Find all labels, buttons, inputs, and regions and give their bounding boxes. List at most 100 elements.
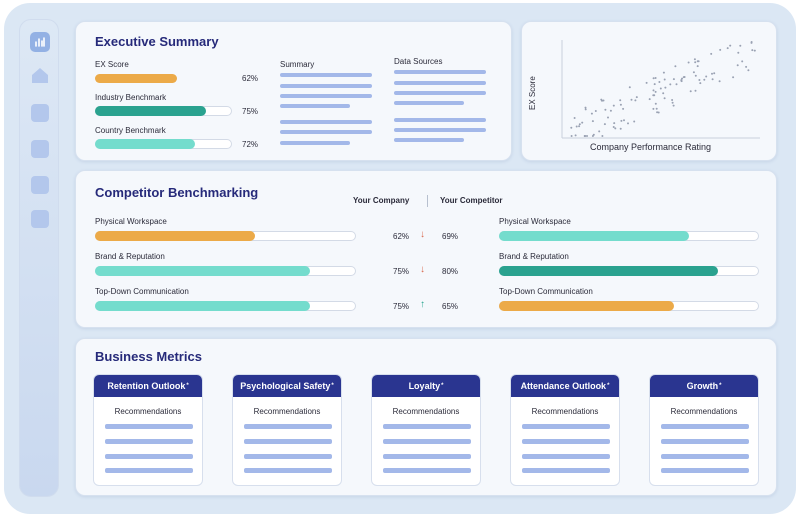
scatter-point (699, 82, 702, 85)
scatter-point (697, 60, 700, 63)
home-icon[interactable] (30, 66, 50, 89)
nav-item-4-icon[interactable] (31, 210, 49, 228)
nav-item-2-icon[interactable] (31, 140, 49, 158)
scatter-point (692, 71, 695, 74)
competitor-row-label: Top-Down Communication (499, 287, 593, 296)
text-placeholder (394, 91, 486, 95)
summary-label: Summary (280, 60, 315, 69)
text-placeholder (105, 439, 193, 444)
scatter-point (570, 135, 573, 137)
trend-down-icon: ↓ (420, 229, 425, 240)
text-placeholder (244, 424, 332, 429)
scatter-point (630, 98, 633, 101)
scatter-point (751, 49, 754, 52)
scatter-point (584, 108, 587, 111)
scatter-point (710, 52, 713, 55)
scatter-point (600, 98, 603, 101)
scatter-point (747, 69, 750, 72)
company-value: 75% (393, 302, 410, 311)
scatter-point (609, 109, 612, 112)
card-title: Growth * (650, 375, 758, 397)
metric-card-attendance[interactable]: Attendance Outlook * Recommendations (510, 374, 620, 486)
scatter-point (598, 130, 601, 133)
text-placeholder (394, 138, 464, 142)
text-placeholder (394, 81, 486, 85)
scatter-point (652, 77, 655, 80)
scatter-point (586, 135, 588, 137)
nav-item-3-icon[interactable] (31, 176, 49, 194)
metric-value: 72% (242, 140, 259, 149)
scatter-panel: EX Score Company Performance Rating (521, 21, 777, 161)
metric-label: Country Benchmark (95, 126, 166, 135)
business-metrics-panel: Business Metrics Retention Outlook * Reco… (75, 338, 777, 496)
scatter-point (652, 89, 655, 92)
scatter-point (584, 106, 587, 109)
text-placeholder (280, 120, 372, 124)
metric-card-loyalty[interactable]: Loyalty * Recommendations (371, 374, 481, 486)
scatter-point (620, 119, 623, 122)
scatter-point (607, 116, 609, 119)
scatter-plot (561, 40, 760, 139)
text-placeholder (394, 128, 486, 132)
competitor-value: 69% (442, 232, 459, 241)
scatter-point (591, 120, 594, 123)
scatter-point (654, 102, 657, 105)
scatter-point (613, 122, 616, 125)
company-value: 75% (393, 267, 410, 276)
scatter-point (570, 126, 573, 129)
company-row-label: Top-Down Communication (95, 287, 189, 296)
scatter-point (574, 134, 577, 137)
scatter-point (654, 77, 657, 79)
scatter-point (713, 72, 716, 75)
text-placeholder (244, 468, 332, 473)
trend-down-icon: ↓ (420, 264, 425, 275)
scatter-point (619, 99, 622, 102)
metric-card-psychological-safety[interactable]: Psychological Safety * Recommendations (232, 374, 342, 486)
metric-card-growth[interactable]: Growth * Recommendations (649, 374, 759, 486)
card-title: Retention Outlook * (94, 375, 202, 397)
metric-card-retention[interactable]: Retention Outlook * Recommendations (93, 374, 203, 486)
card-subtitle: Recommendations (253, 407, 321, 416)
scatter-y-label: EX Score (528, 76, 537, 110)
scatter-point (671, 101, 674, 104)
sidebar (19, 19, 59, 497)
scatter-point (662, 71, 665, 74)
card-subtitle: Recommendations (114, 407, 182, 416)
text-placeholder (383, 424, 471, 429)
scatter-point (653, 83, 656, 86)
ex-score-bar (95, 74, 177, 83)
scatter-point (729, 44, 732, 47)
scatter-point (698, 79, 701, 81)
scatter-point (648, 98, 651, 101)
scatter-point (623, 119, 625, 122)
scatter-point (594, 110, 597, 112)
scatter-point (578, 125, 581, 128)
scatter-point (672, 104, 675, 107)
nav-item-1-icon[interactable] (31, 104, 49, 122)
your-company-label: Your Company (353, 196, 410, 205)
analytics-logo-icon[interactable] (30, 32, 50, 52)
text-placeholder (522, 468, 610, 473)
company-row-label: Physical Workspace (95, 217, 167, 226)
divider (427, 195, 428, 207)
text-placeholder (522, 424, 610, 429)
scatter-point (693, 58, 696, 61)
scatter-point (750, 41, 753, 44)
scatter-point (741, 60, 744, 63)
text-placeholder (105, 424, 193, 429)
scatter-point (575, 125, 578, 128)
company-bar-fill (95, 231, 255, 241)
text-placeholder (280, 104, 350, 108)
scatter-point (681, 77, 683, 80)
card-subtitle: Recommendations (392, 407, 460, 416)
scatter-point (719, 48, 722, 51)
scatter-point (591, 135, 594, 137)
scatter-point (634, 99, 637, 102)
scatter-point (601, 135, 604, 137)
scatter-point (675, 83, 678, 86)
competitor-bar-fill (499, 266, 718, 276)
scatter-point (614, 127, 617, 130)
text-placeholder (280, 84, 372, 88)
your-competitor-label: Your Competitor (440, 196, 503, 205)
trend-up-icon: ↑ (420, 299, 425, 310)
